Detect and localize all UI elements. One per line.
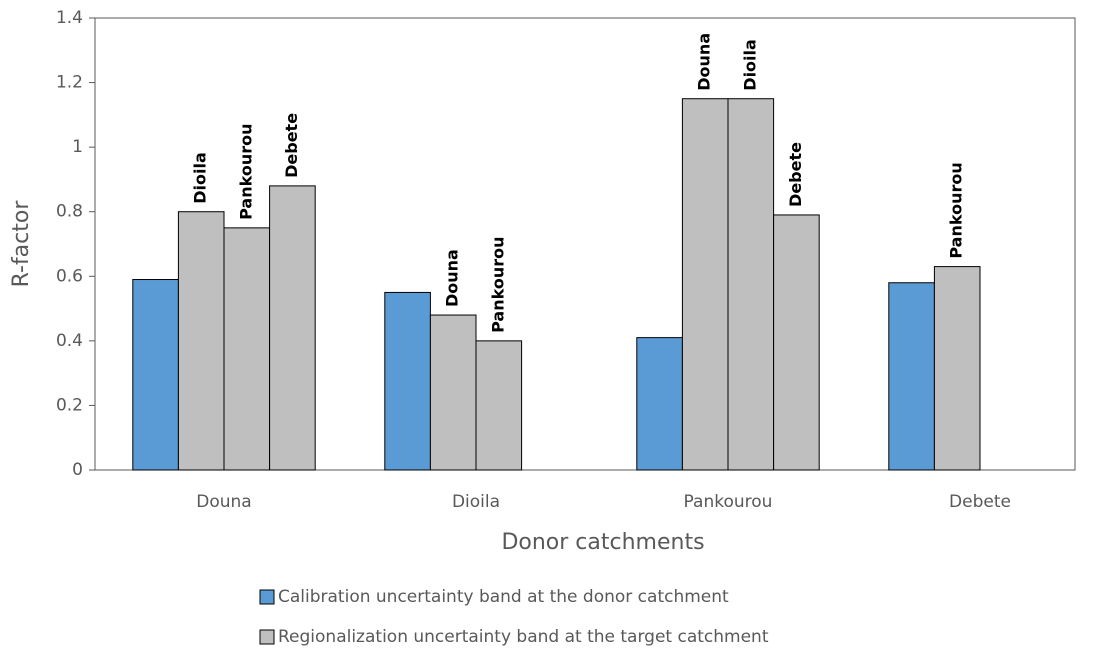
y-tick-label: 0.6: [56, 266, 83, 286]
y-tick-label: 1: [72, 137, 83, 157]
y-axis-title: R-factor: [9, 200, 34, 288]
x-tick-label: Dioila: [452, 492, 500, 512]
bar: [773, 214, 820, 471]
y-tick-label: 0: [72, 460, 83, 480]
bar: [223, 227, 271, 471]
bar-label: Pankourou: [488, 236, 507, 332]
bar-label: Pankourou: [236, 123, 255, 219]
bar: [177, 211, 225, 471]
bar: [933, 266, 981, 471]
bar-label: Pankourou: [947, 162, 966, 258]
x-tick-label: Douna: [196, 492, 251, 512]
y-tick-label: 1.4: [56, 8, 83, 28]
legend-swatch: [259, 629, 275, 645]
bar: [888, 282, 935, 471]
bar: [681, 98, 729, 471]
bar-label: Debete: [786, 142, 805, 207]
y-tick-label: 0.8: [56, 202, 83, 222]
bar-label: Dioila: [191, 152, 210, 204]
y-tick-label: 1.2: [56, 73, 83, 93]
y-tick-label: 0.4: [56, 331, 83, 351]
bar-label: Douna: [443, 249, 462, 307]
bar-label: Debete: [282, 113, 301, 178]
bar: [475, 340, 523, 471]
bar: [429, 314, 477, 471]
bar-label: Douna: [695, 33, 714, 91]
bar: [636, 337, 683, 471]
legend-label: Calibration uncertainty band at the dono…: [278, 587, 729, 607]
legend-swatch: [259, 589, 275, 605]
plot-frame: [94, 17, 1076, 471]
bar: [269, 185, 316, 471]
x-axis-title: Donor catchments: [501, 530, 704, 555]
bar: [727, 98, 775, 471]
bar-label: Dioila: [740, 39, 759, 91]
y-tick-label: 0.2: [56, 395, 83, 415]
bar: [132, 279, 179, 471]
x-tick-label: Debete: [949, 492, 1011, 512]
bar: [384, 291, 431, 471]
legend-label: Regionalization uncertainty band at the …: [278, 627, 769, 647]
x-tick-label: Pankourou: [684, 492, 773, 512]
